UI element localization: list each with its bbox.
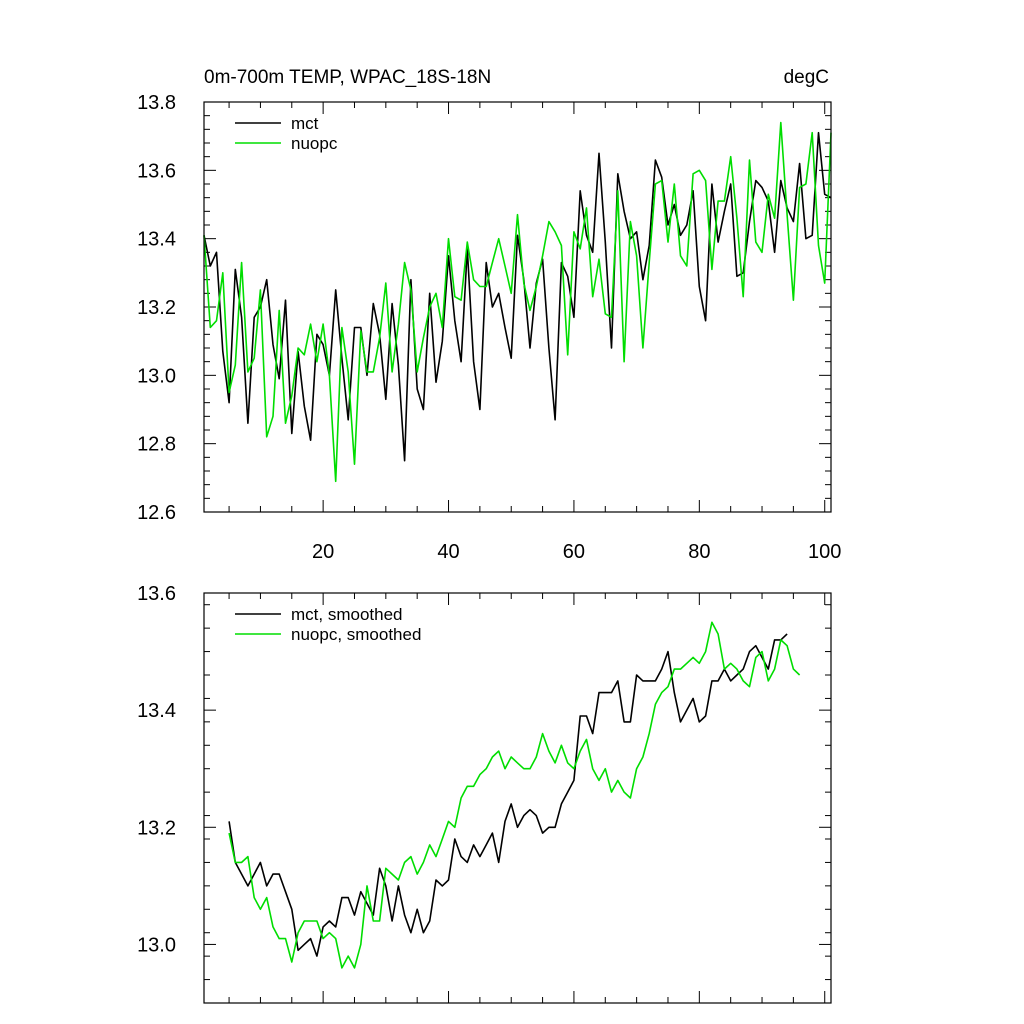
top-ytick-label-13.2: 13.2 (137, 297, 176, 319)
top-ytick-label-13.6: 13.6 (137, 160, 176, 182)
top-series-line-nuopc (203, 121, 832, 483)
top-legend-label-mct: mct (291, 114, 319, 133)
top-series-line-mct (203, 131, 832, 462)
top-legend-label-nuopc: nuopc (291, 134, 338, 153)
top-ytick-label-13.4: 13.4 (137, 229, 176, 251)
bottom-legend-label-nuopc: nuopc, smoothed (291, 625, 421, 644)
bottom-series-layer (228, 621, 801, 969)
bottom-series-line-mct (228, 633, 788, 957)
top-axis-ticks: 20 40 60 80 100 12.6 12.8 13.0 13.2 13.4 13.6 13.8 (137, 92, 841, 563)
bottom-ytick-label-13: 13.0 (137, 934, 176, 956)
bottom-ytick-label-13.6: 13.6 (137, 583, 176, 605)
top-xtick-label-60: 60 (563, 541, 585, 563)
bottom-ytick-label-13.4: 13.4 (137, 700, 176, 722)
top-series-layer (203, 121, 832, 483)
top-panel-timeseries: 0m-700m TEMP, WPAC_18S-18N degC 20 40 60 80… (137, 67, 841, 563)
bottom-legend-label-mct: mct, smoothed (291, 605, 403, 624)
top-ytick-label-12.6: 12.6 (137, 502, 176, 524)
top-xtick-label-40: 40 (437, 541, 459, 563)
top-ytick-label-13.8: 13.8 (137, 92, 176, 114)
chart-title: 0m-700m TEMP, WPAC_18S-18N (204, 67, 491, 88)
bottom-ytick-label-13.2: 13.2 (137, 817, 176, 839)
units-label: degC (784, 67, 829, 88)
top-plot-frame (203, 101, 832, 513)
bottom-axis-ticks: 13.0 13.2 13.4 13.6 (137, 583, 831, 1004)
top-xtick-label-20: 20 (312, 541, 334, 563)
top-xtick-label-100: 100 (808, 541, 841, 563)
top-xtick-label-80: 80 (688, 541, 710, 563)
top-ytick-label-13: 13.0 (137, 365, 176, 387)
bottom-series-line-nuopc (228, 621, 801, 969)
top-ytick-label-12.8: 12.8 (137, 434, 176, 456)
bottom-plot-frame (203, 592, 832, 1004)
